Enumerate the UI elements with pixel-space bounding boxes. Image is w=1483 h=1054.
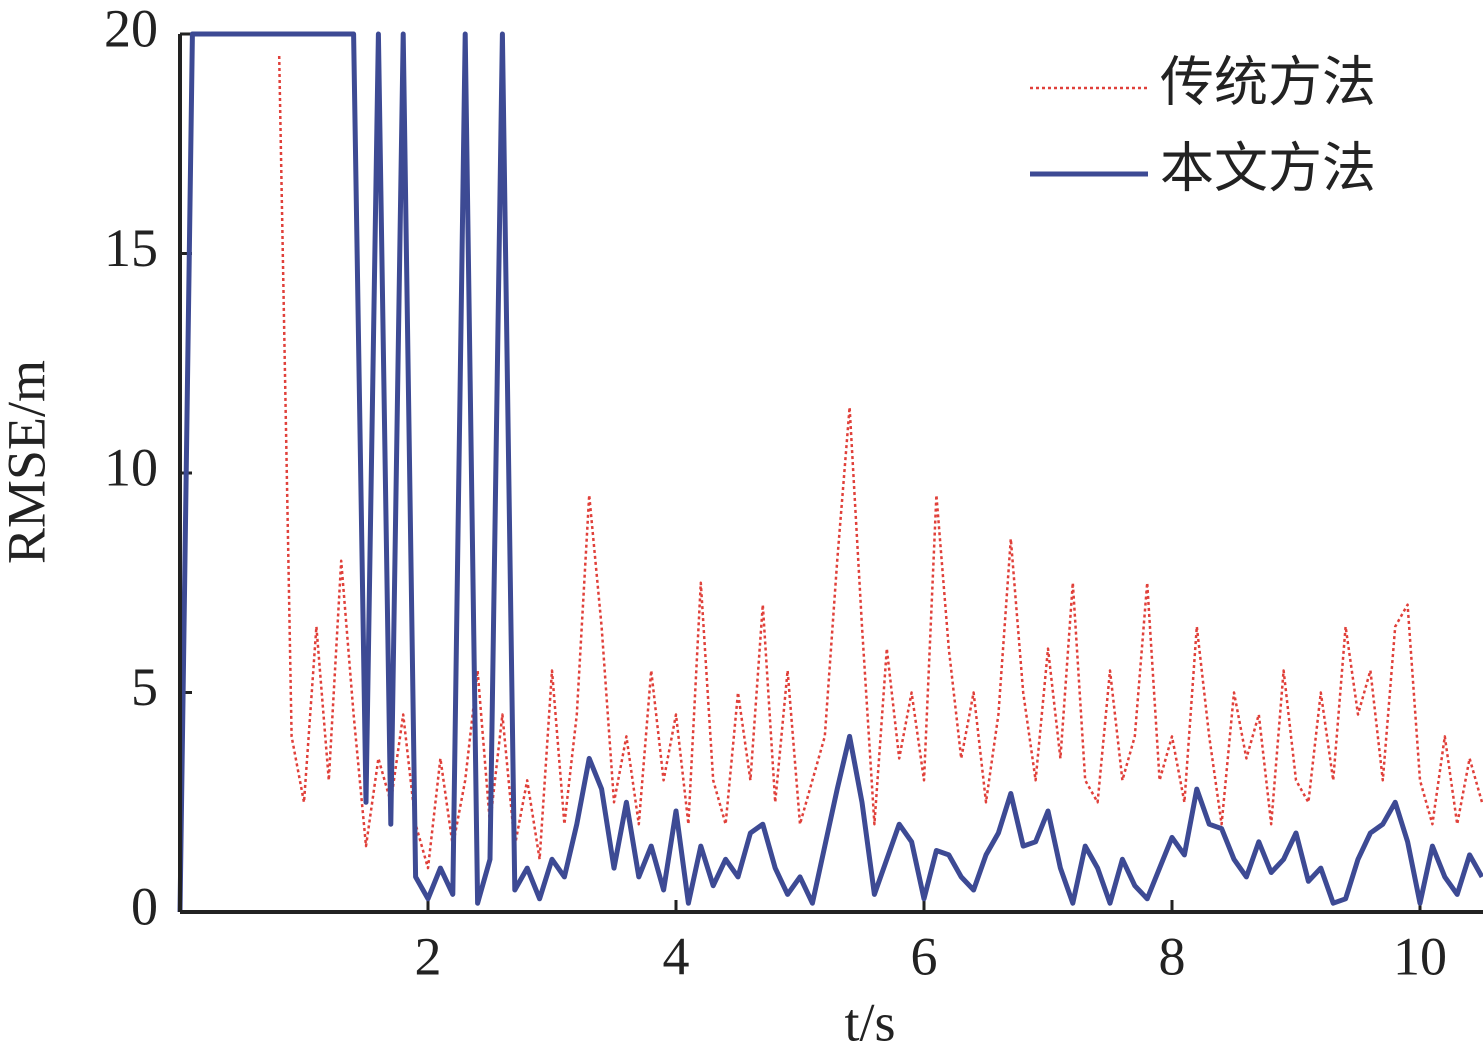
y-axis-label: RMSE/m (0, 360, 56, 564)
x-tick-label: 6 (911, 926, 938, 986)
x-tick-label: 8 (1159, 926, 1186, 986)
y-tick-label: 15 (104, 218, 158, 278)
y-tick-label: 5 (131, 657, 158, 717)
y-tick-label: 10 (104, 437, 158, 497)
y-tick-label: 0 (131, 876, 158, 936)
series-line (277, 55, 1483, 870)
x-axis-label: t/s (844, 992, 895, 1052)
x-tick-label: 10 (1393, 926, 1447, 986)
series-line (177, 31, 1483, 913)
legend-label: 本文方法 (1160, 138, 1376, 198)
x-tick-label: 4 (663, 926, 690, 986)
y-tick-label: 20 (104, 0, 158, 58)
legend-label: 传统方法 (1160, 52, 1376, 112)
x-tick-label: 2 (415, 926, 442, 986)
